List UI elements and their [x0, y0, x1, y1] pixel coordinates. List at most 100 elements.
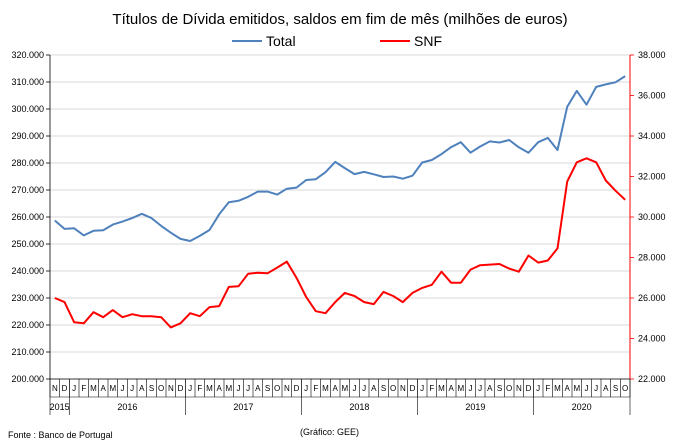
right-y-tick-label: 38.000 [638, 50, 666, 60]
x-year-label: 2016 [117, 402, 137, 412]
right-y-tick-label: 32.000 [638, 172, 666, 182]
x-month-label: J [237, 384, 241, 393]
x-month-label: D [410, 384, 416, 393]
x-month-label: A [139, 384, 145, 393]
x-month-label: F [197, 384, 202, 393]
x-month-label: M [225, 384, 232, 393]
x-month-label: A [448, 384, 454, 393]
x-year-label: 2015 [50, 402, 70, 412]
left-y-tick-label: 240.000 [11, 266, 44, 276]
series-layer [54, 75, 626, 329]
x-month-label: A [371, 384, 377, 393]
right-y-tick-label: 26.000 [638, 293, 666, 303]
x-month-label: N [52, 384, 58, 393]
x-month-label: N [400, 384, 406, 393]
x-month-label: F [429, 384, 434, 393]
x-month-label: J [594, 384, 598, 393]
left-y-tick-label: 230.000 [11, 293, 44, 303]
x-month-label: O [390, 384, 396, 393]
x-month-label: J [246, 384, 250, 393]
left-y-tick-label: 280.000 [11, 158, 44, 168]
x-month-label: J [121, 384, 125, 393]
x-month-label: A [487, 384, 493, 393]
x-month-label: J [304, 384, 308, 393]
x-month-label: A [603, 384, 609, 393]
right-y-axis: 22.000 24.000 26.000 28.000 30.000 32.000 34.0… [629, 50, 666, 384]
left-y-tick-label: 290.000 [11, 131, 44, 141]
x-month-label: M [90, 384, 97, 393]
x-month-label: J [469, 384, 473, 393]
x-month-label: F [313, 384, 318, 393]
x-month-label: S [497, 384, 502, 393]
x-month-label: S [265, 384, 270, 393]
x-month-label: D [294, 384, 300, 393]
x-month-label: M [573, 384, 580, 393]
series-line-snf [54, 157, 626, 329]
x-month-label: N [168, 384, 174, 393]
right-y-tick-label: 28.000 [638, 253, 666, 263]
x-month-label: M [457, 384, 464, 393]
x-month-label: A [216, 384, 222, 393]
x-month-label: F [81, 384, 86, 393]
x-month-label: S [381, 384, 386, 393]
chart-credit: (Gráfico: GEE) [300, 427, 359, 437]
right-y-tick-label: 30.000 [638, 212, 666, 222]
right-y-tick-label: 24.000 [638, 334, 666, 344]
left-y-tick-label: 210.000 [11, 347, 44, 357]
x-month-label: O [506, 384, 512, 393]
x-month-label: A [100, 384, 106, 393]
right-y-tick-label: 22.000 [638, 374, 666, 384]
x-month-label: N [284, 384, 290, 393]
legend-label: SNF [414, 33, 442, 49]
left-y-tick-label: 220.000 [11, 320, 44, 330]
x-month-label: D [62, 384, 68, 393]
x-month-label: J [353, 384, 357, 393]
x-month-label: J [420, 384, 424, 393]
x-month-label: O [158, 384, 164, 393]
x-month-label: M [109, 384, 116, 393]
legend: Total SNF [232, 33, 442, 49]
x-month-label: J [130, 384, 134, 393]
left-y-tick-label: 310.000 [11, 77, 44, 87]
x-month-label: J [72, 384, 76, 393]
x-month-label: N [516, 384, 522, 393]
x-month-label: M [554, 384, 561, 393]
left-y-tick-label: 300.000 [11, 104, 44, 114]
left-y-tick-label: 320.000 [11, 50, 44, 60]
right-y-tick-label: 36.000 [638, 91, 666, 101]
x-month-label: A [564, 384, 570, 393]
left-y-tick-label: 200.000 [11, 374, 44, 384]
right-y-tick-label: 34.000 [638, 131, 666, 141]
x-year-label: 2019 [465, 402, 485, 412]
x-month-label: J [536, 384, 540, 393]
left-y-axis: 200.000 210.000 220.000 230.000 240.000 250.0… [11, 50, 51, 384]
x-month-label: S [149, 384, 154, 393]
x-month-label: J [188, 384, 192, 393]
x-month-label: M [322, 384, 329, 393]
x-month-label: J [362, 384, 366, 393]
x-month-label: O [622, 384, 628, 393]
x-year-label: 2018 [349, 402, 369, 412]
x-month-label: D [178, 384, 184, 393]
x-month-label: O [274, 384, 280, 393]
x-month-label: J [478, 384, 482, 393]
left-y-tick-label: 260.000 [11, 212, 44, 222]
x-month-label: M [206, 384, 213, 393]
source-note: Fonte : Banco de Portugal [8, 430, 113, 440]
legend-label: Total [266, 33, 296, 49]
x-month-label: D [526, 384, 532, 393]
x-month-label: A [255, 384, 261, 393]
x-month-label: S [613, 384, 618, 393]
chart-title: Títulos de Dívida emitidos, saldos em fi… [112, 11, 567, 28]
left-y-tick-label: 270.000 [11, 185, 44, 195]
x-month-label: M [341, 384, 348, 393]
x-month-label: F [545, 384, 550, 393]
x-month-label: M [438, 384, 445, 393]
x-month-label: J [585, 384, 589, 393]
x-year-label: 2020 [572, 402, 592, 412]
x-year-label: 2017 [233, 402, 253, 412]
series-line-total [54, 75, 626, 242]
x-month-label: A [332, 384, 338, 393]
